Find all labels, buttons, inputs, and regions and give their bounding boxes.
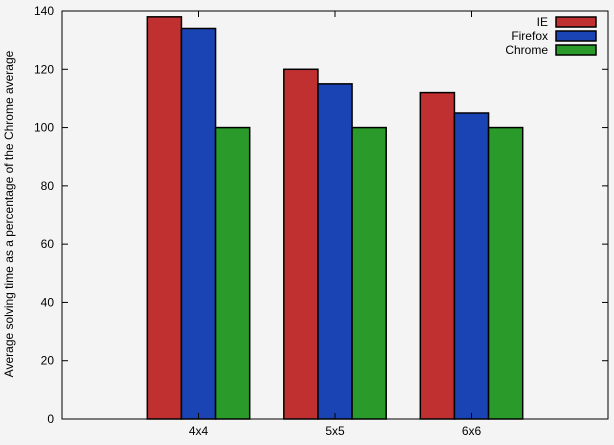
- y-tick-label: 0: [47, 412, 54, 426]
- bars-layer: [146, 16, 524, 420]
- legend-label: Firefox: [511, 29, 548, 43]
- bar-ie-6x6: [419, 91, 456, 420]
- y-tick-label: 120: [34, 62, 54, 76]
- x-tick-label: 4x4: [189, 424, 209, 438]
- x-tick-label: 5x5: [325, 424, 345, 438]
- bar-firefox-5x5: [317, 83, 353, 420]
- bar-chrome-6x6: [487, 126, 524, 420]
- y-tick-label: 60: [41, 237, 55, 251]
- bar-ie-5x5: [283, 68, 319, 420]
- y-tick-label: 100: [34, 121, 54, 135]
- y-tick-label: 20: [41, 354, 55, 368]
- y-axis-label: Average solving time as a percentage of …: [2, 50, 16, 377]
- bar-ie-4x4: [146, 16, 183, 420]
- axes-layer: 0 20 40 60 80 100 120 140 4x4 5x5 6x6: [34, 4, 609, 438]
- y-tick-label: 80: [41, 179, 55, 193]
- legend-swatch-chrome: [555, 44, 597, 56]
- y-tick-label: 40: [41, 295, 55, 309]
- y-tick-label: 140: [34, 4, 54, 18]
- bar-firefox-4x4: [180, 27, 217, 420]
- bar-firefox-6x6: [453, 112, 490, 420]
- bar-chrome-5x5: [351, 126, 387, 420]
- legend-label: IE: [537, 15, 548, 29]
- legend-swatch-firefox: [555, 30, 597, 42]
- x-tick-label: 6x6: [462, 424, 482, 438]
- legend-label: Chrome: [505, 43, 548, 57]
- legend-swatch-ie: [555, 16, 597, 28]
- bar-chrome-4x4: [214, 126, 251, 420]
